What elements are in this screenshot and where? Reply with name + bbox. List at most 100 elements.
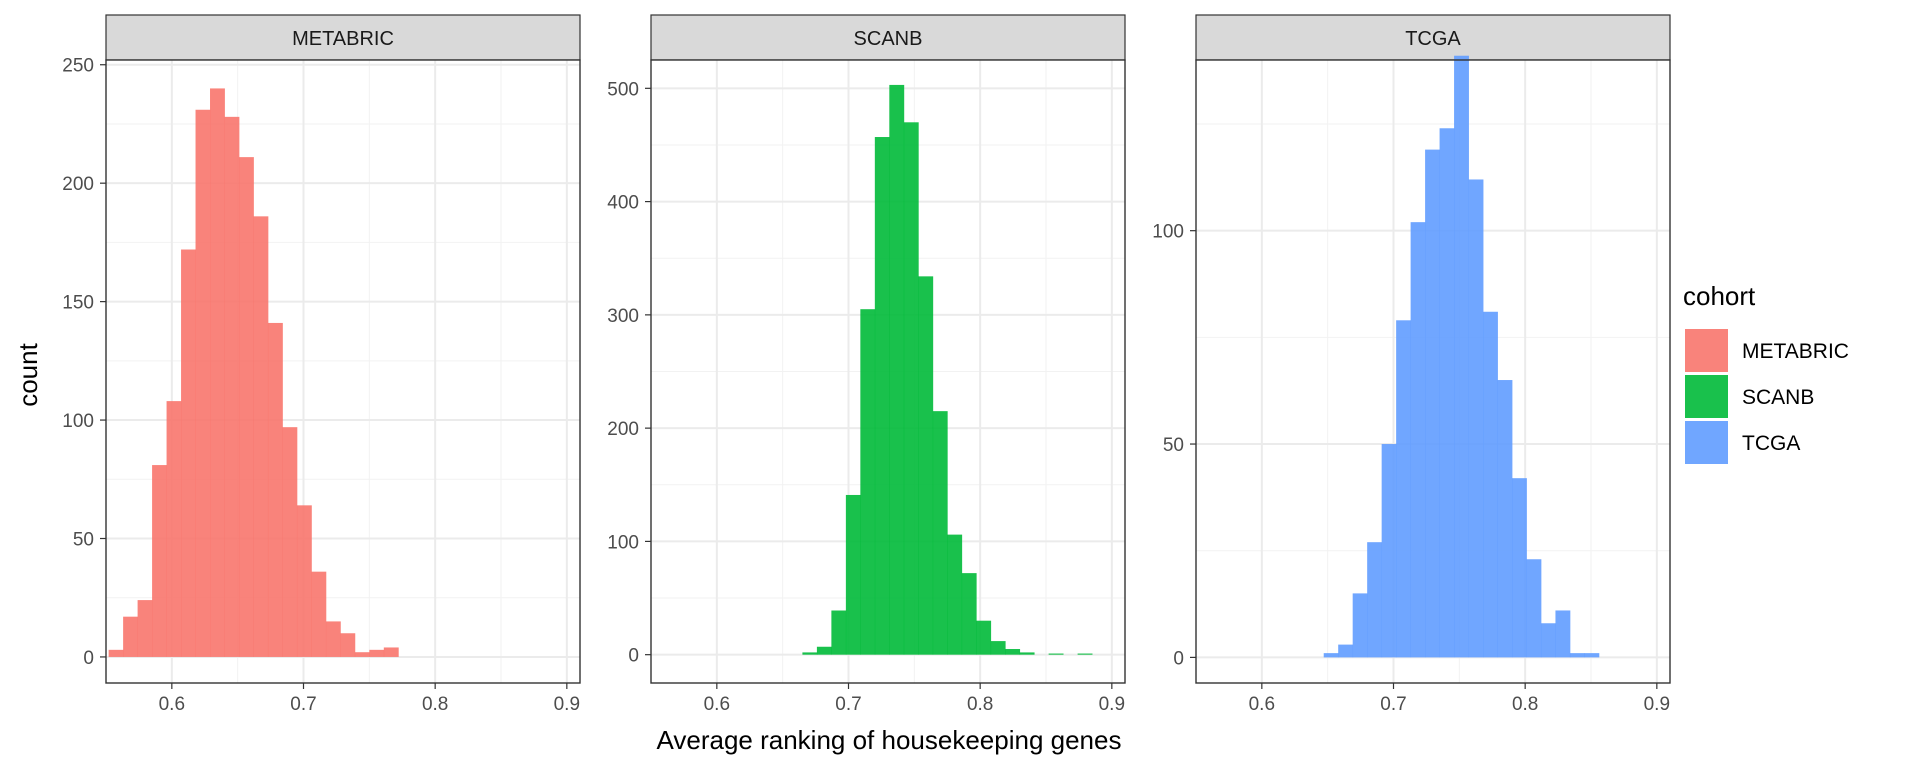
- histogram-bar: [990, 641, 1006, 655]
- histogram-bar: [903, 122, 919, 655]
- y-tick-label: 250: [62, 56, 94, 77]
- histogram-bar: [267, 322, 283, 657]
- x-tick-label: 0.9: [1099, 694, 1125, 715]
- histogram-bar: [282, 427, 298, 657]
- histogram-bar: [932, 411, 948, 655]
- histogram-bar: [1483, 311, 1498, 658]
- histogram-bar: [181, 249, 196, 657]
- histogram-bar: [1454, 55, 1469, 658]
- histogram-bar: [1439, 128, 1455, 658]
- legend-items: METABRIC SCANB TCGA: [1685, 329, 1849, 464]
- y-tick-label: 400: [607, 193, 639, 214]
- histogram-bar: [152, 465, 167, 657]
- legend-key-swatch: [1685, 375, 1728, 418]
- y-tick-label: 100: [62, 411, 94, 432]
- histogram-bar: [860, 309, 876, 655]
- legend: cohort METABRIC SCANB TCGA: [1683, 281, 1849, 464]
- panel-border: [650, 59, 1126, 684]
- histogram-bar: [1381, 444, 1397, 658]
- histogram-bar: [1410, 222, 1426, 658]
- legend-item-scanb: SCANB: [1685, 375, 1814, 418]
- histogram-bar: [947, 534, 963, 655]
- histogram-bar: [166, 401, 182, 657]
- histogram-bar: [1540, 623, 1556, 658]
- y-tick-label: 0: [628, 646, 639, 667]
- x-tick-label: 0.8: [1512, 694, 1538, 715]
- histogram-bar: [311, 571, 327, 657]
- histogram-bar: [1569, 653, 1585, 658]
- histogram-bar: [296, 505, 312, 657]
- y-tick-label: 50: [1163, 435, 1184, 456]
- legend-label: TCGA: [1742, 432, 1800, 455]
- histogram-bar: [961, 573, 977, 655]
- histogram-bar: [918, 276, 934, 655]
- panel-border: [1195, 59, 1671, 684]
- histogram-bar: [253, 216, 269, 657]
- histogram-bar: [1425, 149, 1440, 658]
- facet-strip-background: [105, 14, 581, 61]
- facet-panel-tcga: TCGA 0.6 0.7 0.8 0.9 0 50 100: [1152, 14, 1671, 715]
- x-tick-label: 0.8: [967, 694, 993, 715]
- histogram-bar: [1367, 542, 1383, 658]
- histogram-bar: [1497, 380, 1513, 658]
- y-tick-label: 100: [607, 532, 639, 553]
- histogram-bar: [1584, 653, 1600, 658]
- y-tick-label: 200: [62, 174, 94, 195]
- panel-border: [105, 59, 581, 684]
- y-tick-label: 200: [607, 419, 639, 440]
- y-tick-label: 500: [607, 79, 639, 100]
- histogram-bar: [354, 652, 370, 657]
- y-tick-label: 300: [607, 306, 639, 327]
- histogram-bar: [889, 84, 905, 655]
- facet-panel-metabric: METABRIC 0.6 0.7 0.8 0.9 0 50 100 150 200 250: [62, 14, 581, 715]
- legend-key-swatch: [1685, 421, 1728, 464]
- facet-strip-label: TCGA: [1405, 28, 1461, 50]
- y-tick-label: 0: [1173, 648, 1184, 669]
- facet-strip-label: SCANB: [854, 28, 923, 50]
- histogram-bar: [802, 652, 818, 655]
- x-tick-label: 0.7: [290, 694, 316, 715]
- legend-label: SCANB: [1742, 386, 1814, 409]
- histogram-bar: [1005, 649, 1021, 655]
- x-tick-label: 0.9: [554, 694, 580, 715]
- histogram-bar: [210, 88, 225, 657]
- histogram-bar: [195, 109, 211, 657]
- histogram-bar: [369, 649, 385, 657]
- histogram-bar: [238, 157, 254, 657]
- y-axis-title: count: [13, 342, 43, 406]
- y-tick-label: 50: [73, 530, 94, 551]
- histogram-bar: [340, 633, 356, 657]
- x-tick-label: 0.8: [422, 694, 448, 715]
- histogram-bar: [831, 610, 847, 655]
- facet-strip-background: [1195, 14, 1671, 61]
- histogram-bar: [1352, 593, 1368, 658]
- legend-item-metabric: METABRIC: [1685, 329, 1849, 372]
- y-tick-label: 0: [83, 648, 94, 669]
- legend-label: METABRIC: [1742, 340, 1849, 363]
- histogram-bar: [137, 600, 153, 657]
- histogram-bar: [1048, 653, 1064, 655]
- histogram-bar: [1338, 644, 1354, 658]
- panels-layer: METABRIC 0.6 0.7 0.8 0.9 0 50 100 150 200 250 SCANB…: [62, 14, 1671, 715]
- histogram-bar: [1526, 559, 1542, 658]
- x-tick-label: 0.6: [704, 694, 730, 715]
- histogram-bar: [383, 647, 399, 657]
- histogram-bar: [976, 620, 992, 655]
- x-tick-label: 0.6: [1249, 694, 1275, 715]
- histogram-bar: [108, 649, 124, 657]
- histogram-bar: [845, 494, 861, 655]
- x-tick-label: 0.7: [835, 694, 861, 715]
- legend-key-swatch: [1685, 329, 1728, 372]
- histogram-bar: [224, 116, 240, 657]
- facet-strip-label: METABRIC: [292, 28, 394, 50]
- x-tick-label: 0.6: [159, 694, 185, 715]
- histogram-bar: [325, 621, 341, 657]
- histogram-bar: [123, 616, 138, 657]
- histogram-bar: [874, 137, 890, 655]
- y-tick-label: 100: [1152, 222, 1184, 243]
- histogram-bar: [1323, 653, 1339, 658]
- facet-panel-scanb: SCANB 0.6 0.7 0.8 0.9 0 100 200 300 400 500: [607, 14, 1126, 715]
- y-tick-label: 150: [62, 293, 94, 314]
- x-axis-title: Average ranking of housekeeping genes: [657, 725, 1122, 755]
